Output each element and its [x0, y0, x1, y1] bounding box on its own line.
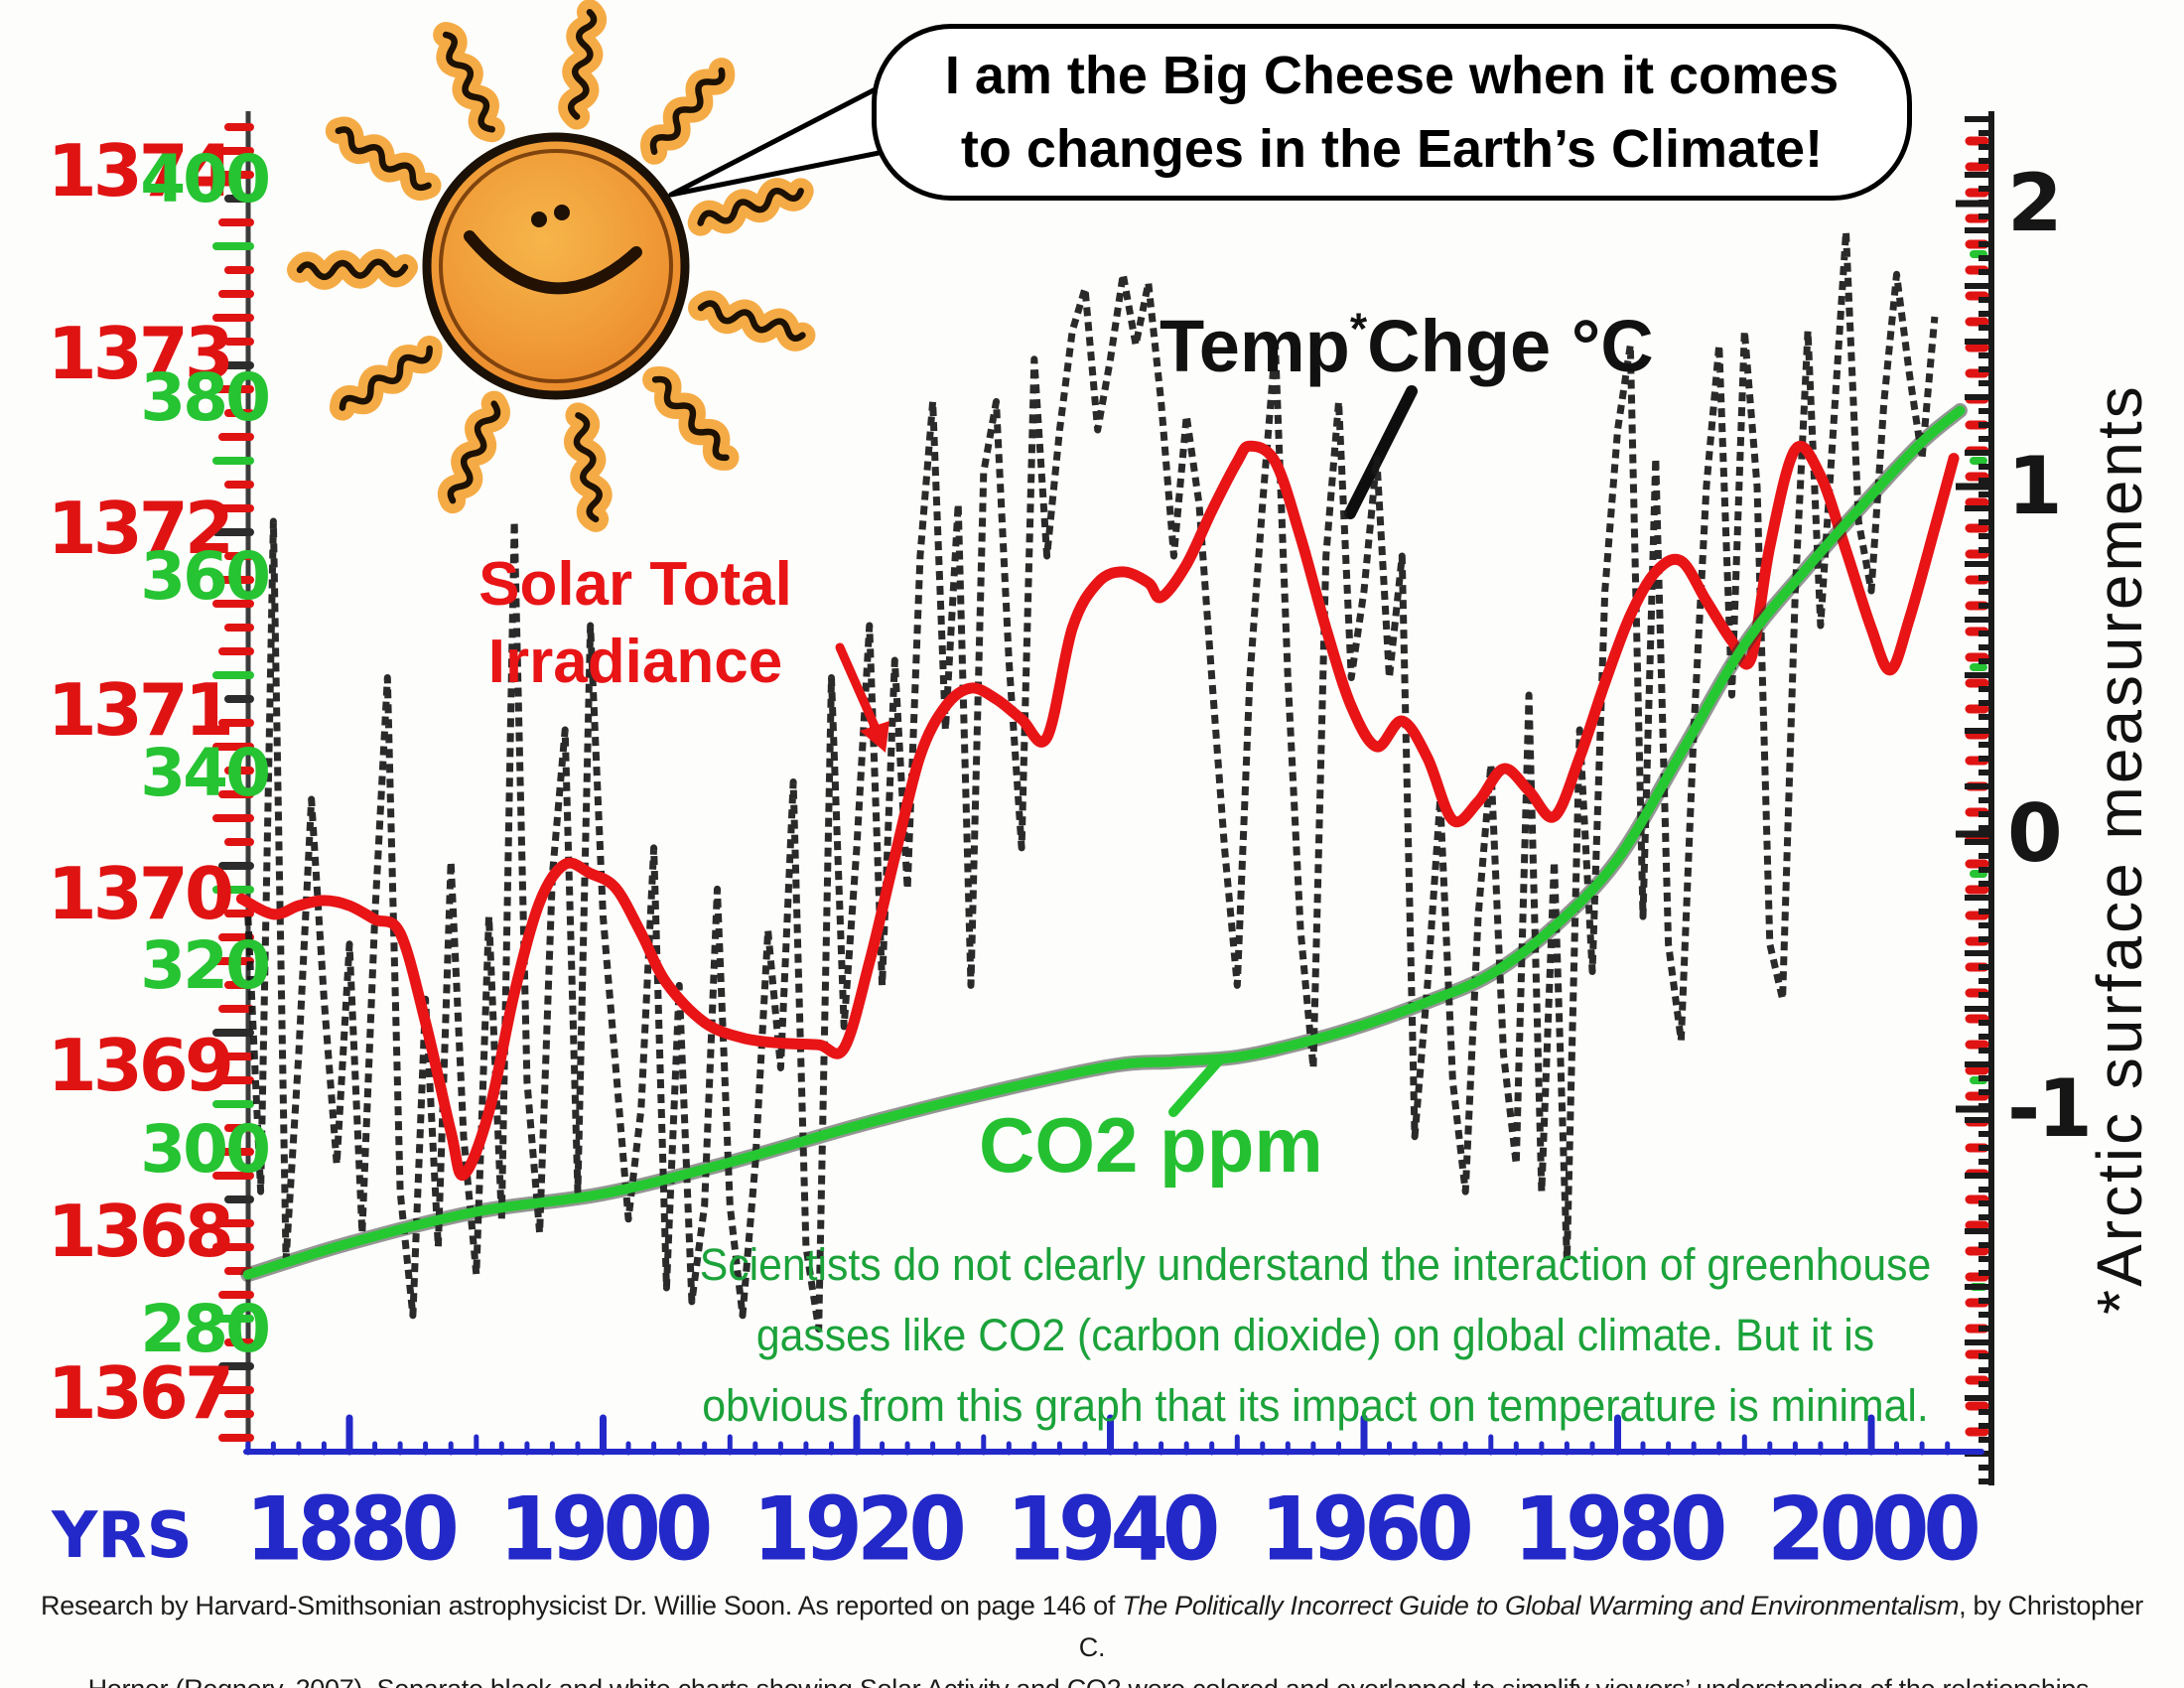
- left-axis-green-tick: 320: [140, 927, 271, 1004]
- sun-ray: [329, 336, 443, 421]
- x-axis-year: 1880: [245, 1477, 460, 1581]
- tick-marks: [212, 123, 254, 1442]
- x-axis-year: 2000: [1767, 1477, 1981, 1581]
- left-axis-red-tick: 1367: [47, 1351, 234, 1435]
- tick-marks: [1965, 116, 1993, 1484]
- sun-ray-line: [573, 412, 603, 523]
- co2-series-label: CO2 ppm: [979, 1101, 1323, 1189]
- solar-series-label: Solar Total Irradiance: [392, 546, 879, 701]
- sun-ray-line: [296, 258, 409, 281]
- right-axis-tick: 1: [2007, 440, 2063, 532]
- tick-marks: [245, 1434, 1951, 1456]
- right-axis-ticks: [1956, 116, 1993, 1484]
- sun-ray: [287, 248, 419, 290]
- x-axis-year: 1920: [752, 1477, 967, 1581]
- sun-ray: [558, 0, 608, 130]
- left-axis-green-tick: 300: [140, 1111, 271, 1188]
- source-caption: Research by Harvard-Smithsonian astrophy…: [40, 1585, 2144, 1688]
- sun-ray: [688, 290, 816, 352]
- sun-ray-line: [339, 345, 433, 411]
- speech-bubble-line1: I am the Big Cheese when it comes: [944, 46, 1840, 105]
- sun-ray: [640, 58, 736, 165]
- tick-marks: [1965, 136, 1989, 1437]
- source-caption-line1: Research by Harvard-Smithsonian astrophy…: [40, 1585, 2144, 1668]
- tick-marks: [1956, 200, 1993, 1113]
- sun-eye-right: [554, 205, 570, 220]
- caption-book-title: The Politically Incorrect Guide to Globa…: [1122, 1591, 1960, 1620]
- temp-curve: [244, 228, 1939, 1334]
- solar-pointer-arrow: [835, 642, 883, 738]
- green-annotation: Scientists do not clearly understand the…: [669, 1229, 1962, 1441]
- left-axis-red-tick: 1368: [47, 1190, 234, 1273]
- right-axis-tick: 0: [2007, 787, 2063, 880]
- left-axis-green-tick: 400: [140, 141, 271, 217]
- tick-marks: [212, 242, 254, 1323]
- sun-rays: [287, 0, 816, 532]
- x-axis-year: 1940: [1006, 1477, 1221, 1581]
- sun-ray-line: [567, 8, 598, 120]
- sun-ray: [687, 178, 814, 236]
- temp-series-label: Temp*Chge °C: [1160, 304, 1654, 388]
- sun-ray-line: [447, 400, 501, 504]
- left-axis-red-tick: 1374: [47, 129, 234, 212]
- temp-pointer-line: [1344, 385, 1418, 519]
- sun-icon: [287, 0, 816, 532]
- co2-pointer-line: [1168, 1055, 1224, 1117]
- temp-label-asterisk: *: [1349, 305, 1368, 353]
- sun-ray-line: [442, 31, 496, 133]
- x-axis-baseline: [243, 1414, 1984, 1456]
- sun-ray-line: [651, 375, 730, 462]
- arctic-measurements-label: *Arctic surface measurements: [2084, 383, 2155, 1315]
- yrs-axis-label: YRS: [52, 1499, 193, 1573]
- sun-inner-ring: [439, 149, 673, 383]
- caption-pre: Research by Harvard-Smithsonian astrophy…: [41, 1591, 1123, 1620]
- solar-label-line1: Solar Total: [478, 550, 792, 619]
- sun-ray-line: [697, 188, 804, 226]
- speech-bubble: I am the Big Cheese when it comes to cha…: [872, 24, 1912, 201]
- tick-marks: [345, 1414, 1875, 1456]
- left-axis-green-tick: 340: [140, 735, 271, 811]
- sun-ray: [325, 116, 442, 201]
- sun-ray-line: [697, 300, 806, 342]
- sun-ray: [564, 402, 613, 532]
- sun-ray-line: [335, 126, 432, 192]
- left-axis-red-tick: 1370: [47, 852, 234, 935]
- left-axis-red-tick: 1369: [47, 1024, 234, 1107]
- solar-label-line2: Irradiance: [487, 628, 783, 696]
- tick-marks: [212, 195, 254, 1370]
- source-caption-line2: Horner (Regnery, 2007). Separate black a…: [40, 1668, 2144, 1688]
- sun-eye-left: [531, 211, 547, 227]
- temp-label-pre: Temp: [1160, 305, 1350, 387]
- solar-pointer-arrowhead: [860, 721, 889, 753]
- left-axis-ticks: [212, 123, 254, 1442]
- x-axis-year: 1980: [1513, 1477, 1728, 1581]
- left-axis-green-tick: 380: [140, 359, 271, 436]
- left-axis-red-tick: 1372: [47, 487, 234, 570]
- sun-ray: [437, 390, 510, 514]
- speech-bubble-line2: to changes in the Earth’s Climate!: [960, 119, 1824, 179]
- sun-smile: [464, 230, 642, 295]
- left-axis-green-tick: 360: [140, 538, 271, 615]
- green-annotation-line1: Scientists do not clearly understand the…: [699, 1239, 1932, 1290]
- x-axis-year: 1900: [498, 1477, 714, 1581]
- sun-face: [422, 132, 690, 400]
- caption-post: , by Christopher C.: [1078, 1591, 2143, 1662]
- green-annotation-line3: obvious from this graph that its impact …: [702, 1380, 1929, 1431]
- x-axis-year: 1960: [1260, 1477, 1474, 1581]
- sun-ray: [642, 366, 740, 471]
- left-axis-red-tick: 1371: [47, 668, 234, 752]
- sun-ray-line: [649, 67, 726, 156]
- sun-ray: [433, 22, 505, 143]
- left-axis-green-tick: 280: [140, 1291, 271, 1367]
- left-axis-red-tick: 1373: [47, 312, 234, 395]
- temp-label-post: Chge °C: [1367, 305, 1654, 387]
- co2-curve: [242, 405, 1966, 1280]
- right-axis-tick: -1: [2007, 1062, 2093, 1155]
- right-axis-tick: 2: [2007, 157, 2063, 249]
- tick-marks: [1970, 250, 1987, 1291]
- green-annotation-line2: gasses like CO2 (carbon dioxide) on glob…: [755, 1310, 1875, 1360]
- solar-irradiance-curve: [235, 440, 1960, 1181]
